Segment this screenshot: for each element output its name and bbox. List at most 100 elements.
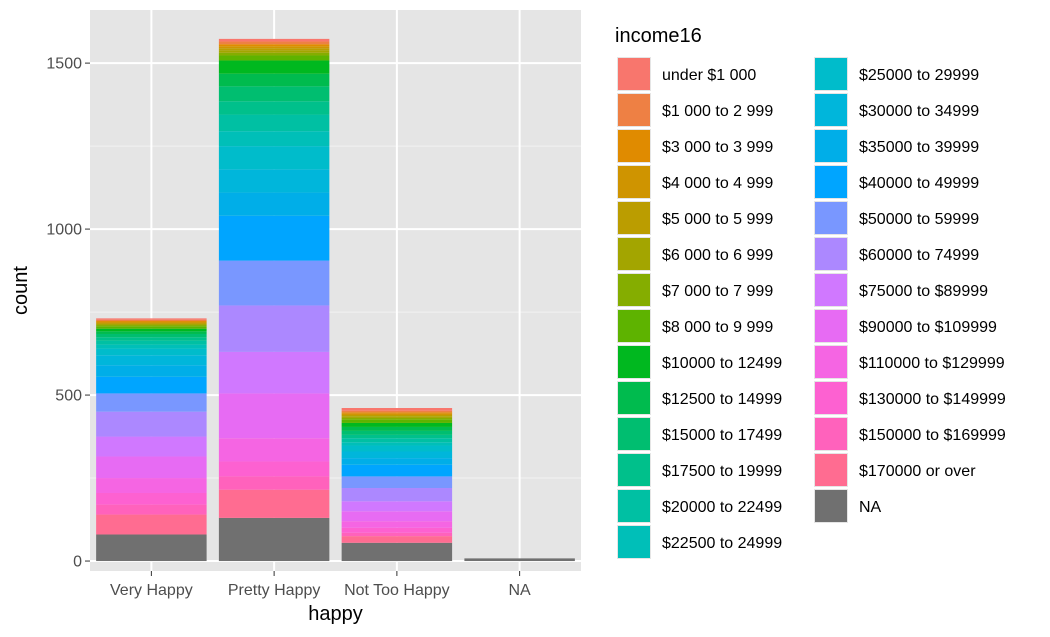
legend-label: $35000 to 39999 bbox=[859, 139, 979, 156]
bar-segment bbox=[341, 488, 453, 502]
bar-segment bbox=[96, 456, 207, 479]
bar-segment bbox=[341, 442, 453, 446]
bar-segment bbox=[341, 422, 453, 427]
bar-segment bbox=[341, 527, 453, 533]
legend-label: $10000 to 12499 bbox=[662, 355, 782, 372]
bar-segment bbox=[218, 48, 330, 51]
bar-segment bbox=[341, 438, 453, 443]
bar-segment bbox=[96, 337, 207, 341]
bar-segment bbox=[341, 408, 453, 411]
bar-segment bbox=[218, 461, 330, 477]
bar-segment bbox=[96, 340, 207, 345]
bar-segment bbox=[96, 411, 207, 437]
bar-segment bbox=[341, 532, 453, 537]
bar-segment bbox=[96, 478, 207, 493]
bar-segment bbox=[218, 146, 330, 170]
bar-segment bbox=[218, 131, 330, 147]
legend-label: $130000 to $149999 bbox=[859, 391, 1006, 408]
bar-segment bbox=[341, 413, 453, 415]
bar-segment bbox=[96, 328, 207, 332]
legend-label: $3 000 to 3 999 bbox=[662, 139, 773, 156]
legend-swatch bbox=[618, 346, 650, 378]
legend-label: $15000 to 17499 bbox=[662, 427, 782, 444]
bar-segment bbox=[341, 501, 453, 512]
bar-segment bbox=[96, 321, 207, 323]
legend-swatch bbox=[618, 454, 650, 486]
legend-swatch bbox=[618, 310, 650, 342]
bar-segment bbox=[218, 169, 330, 193]
bar-segment bbox=[341, 416, 453, 418]
bar-segment bbox=[341, 426, 453, 431]
legend-swatch bbox=[815, 202, 847, 234]
legend-swatch bbox=[618, 202, 650, 234]
bar-segment bbox=[218, 489, 330, 518]
legend-label: $50000 to 59999 bbox=[859, 211, 979, 228]
legend-label: $7 000 to 7 999 bbox=[662, 283, 773, 300]
bar-segment bbox=[341, 417, 453, 420]
bar-segment bbox=[218, 50, 330, 53]
legend-swatch bbox=[618, 382, 650, 414]
bars bbox=[96, 38, 575, 562]
bar-segment bbox=[341, 434, 453, 439]
y-tick-label: 0 bbox=[73, 554, 82, 571]
bar-segment bbox=[341, 419, 453, 423]
bar-segment bbox=[218, 60, 330, 74]
legend-label: $25000 to 29999 bbox=[859, 67, 979, 84]
legend-swatch bbox=[815, 166, 847, 198]
legend-swatch bbox=[815, 58, 847, 90]
bar-segment bbox=[218, 41, 330, 45]
bar-segment bbox=[341, 511, 453, 522]
bar-segment bbox=[96, 514, 207, 535]
bar-segment bbox=[218, 52, 330, 56]
bar-segment bbox=[341, 458, 453, 465]
legend-swatch bbox=[815, 274, 847, 306]
legend-swatch bbox=[815, 454, 847, 486]
legend-swatch bbox=[618, 166, 650, 198]
bar-segment bbox=[218, 517, 330, 562]
legend-label: $1 000 to 2 999 bbox=[662, 103, 773, 120]
bar-segment bbox=[96, 348, 207, 356]
bar-segment bbox=[341, 414, 453, 417]
y-tick-label: 1000 bbox=[46, 222, 82, 239]
legend-label: $6 000 to 6 999 bbox=[662, 247, 773, 264]
bar-segment bbox=[218, 114, 330, 132]
legend-label: $90000 to $109999 bbox=[859, 319, 997, 336]
bar-segment bbox=[341, 464, 453, 477]
x-tick-label: Not Too Happy bbox=[344, 582, 450, 599]
legend-swatch bbox=[618, 238, 650, 270]
legend-swatch bbox=[815, 310, 847, 342]
legend-label: $8 000 to 9 999 bbox=[662, 319, 773, 336]
legend-label: under $1 000 bbox=[662, 67, 756, 84]
bar-segment bbox=[341, 445, 453, 452]
legend-swatch bbox=[618, 274, 650, 306]
legend-label: $5 000 to 5 999 bbox=[662, 211, 773, 228]
bar-segment bbox=[218, 55, 330, 61]
legend-swatch bbox=[815, 130, 847, 162]
legend-title: income16 bbox=[615, 25, 702, 47]
legend-swatch bbox=[618, 490, 650, 522]
bar-segment bbox=[218, 393, 330, 439]
bar-segment bbox=[96, 333, 207, 338]
x-tick-label: Very Happy bbox=[110, 582, 193, 599]
legend-swatch bbox=[618, 94, 650, 126]
bar-segment bbox=[218, 86, 330, 102]
bar-segment bbox=[96, 534, 207, 562]
axes: 0 500 1000 1500 Very Happy Pretty Happy Not To… bbox=[46, 56, 531, 599]
legend-label: $40000 to 49999 bbox=[859, 175, 979, 192]
bar-segment bbox=[218, 101, 330, 115]
legend-swatch bbox=[815, 346, 847, 378]
legend-label: $22500 to 24999 bbox=[662, 535, 782, 552]
bar-segment bbox=[96, 322, 207, 324]
bar-segment bbox=[218, 476, 330, 490]
legend-swatch bbox=[618, 58, 650, 90]
legend-label: $4 000 to 4 999 bbox=[662, 175, 773, 192]
bar-segment bbox=[218, 351, 330, 394]
legend-label: $150000 to $169999 bbox=[859, 427, 1006, 444]
legend-swatch bbox=[618, 526, 650, 558]
legend-label: NA bbox=[859, 499, 882, 516]
y-tick-label: 1500 bbox=[46, 56, 82, 73]
legend-swatch bbox=[815, 418, 847, 450]
legend-swatch bbox=[815, 238, 847, 270]
legend-label: $17500 to 19999 bbox=[662, 463, 782, 480]
